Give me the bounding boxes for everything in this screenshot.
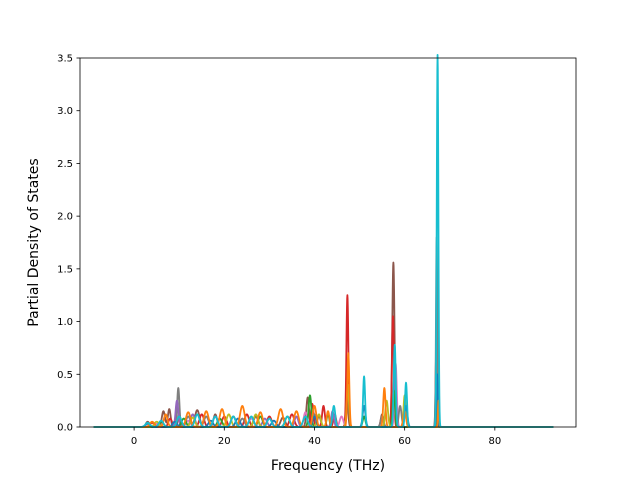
y-axis-ticks: 0.0 0.5 1.0 1.5 2.0 2.5 3.0 3.5 — [57, 54, 80, 434]
series-line-4 — [92, 236, 555, 428]
x-tick-label: 80 — [488, 436, 501, 447]
x-tick-label: 60 — [398, 436, 411, 447]
y-tick-label: 1.0 — [57, 317, 73, 328]
series-lines — [92, 53, 555, 428]
y-axis-label: Partial Density of States — [26, 158, 42, 326]
y-tick-label: 0.5 — [57, 370, 73, 381]
x-tick-label: 20 — [218, 436, 231, 447]
x-tick-label: 40 — [308, 436, 321, 447]
y-tick-label: 2.5 — [57, 159, 73, 170]
y-tick-label: 0.0 — [57, 423, 73, 434]
y-tick-label: 2.0 — [57, 212, 73, 223]
y-tick-label: 3.0 — [57, 106, 73, 117]
series-line-5 — [92, 373, 555, 428]
y-tick-label: 3.5 — [57, 54, 73, 65]
plot-area-frame — [79, 57, 577, 428]
series-line-10 — [92, 53, 555, 428]
series-line-8 — [92, 373, 555, 428]
series-line-2 — [92, 294, 555, 428]
y-tick-label: 1.5 — [57, 264, 73, 275]
series-line-1 — [92, 261, 555, 428]
x-axis-label: Frequency (THz) — [271, 458, 385, 474]
x-axis-ticks: 0 20 40 60 80 — [131, 427, 501, 447]
x-tick-label: 0 — [131, 436, 137, 447]
